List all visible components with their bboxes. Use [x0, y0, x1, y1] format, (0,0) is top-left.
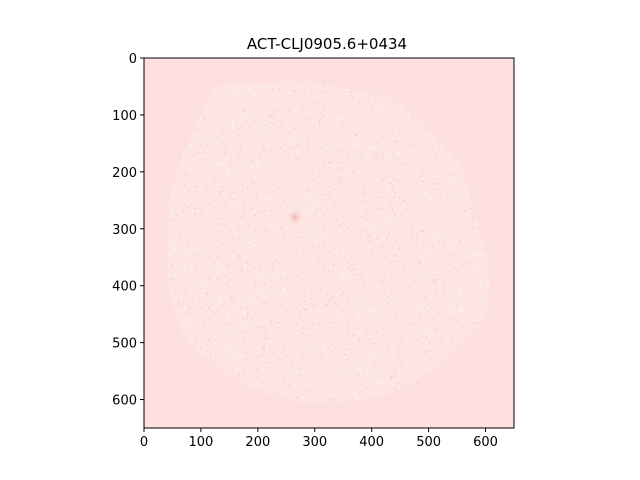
y-tick-label: 600: [112, 394, 137, 409]
y-tick-label: 400: [112, 280, 137, 295]
y-tick-label: 0: [129, 52, 137, 67]
y-tick-label: 200: [112, 166, 137, 181]
x-tick-label: 400: [359, 435, 384, 450]
x-axis: 0 100 200 300 400 500 600: [140, 428, 498, 450]
noise-speckles: [167, 81, 490, 404]
y-tick-label: 100: [112, 109, 137, 124]
x-tick-label: 100: [189, 435, 214, 450]
center-spot: [285, 208, 304, 227]
chart-title: ACT-CLJ0905.6+0434: [247, 35, 407, 53]
x-tick-label: 200: [245, 435, 270, 450]
emission-region: [166, 80, 491, 403]
x-tick-label: 300: [302, 435, 327, 450]
y-tick-label: 300: [112, 223, 137, 238]
plot-area: [143, 57, 515, 429]
plot-frame: [143, 57, 515, 429]
x-tick-label: 500: [416, 435, 441, 450]
y-tick-label: 500: [112, 337, 137, 352]
y-axis: 0 100 200 300 400 500 600: [112, 52, 144, 409]
x-tick-label: 0: [140, 435, 148, 450]
x-tick-label: 600: [473, 435, 498, 450]
